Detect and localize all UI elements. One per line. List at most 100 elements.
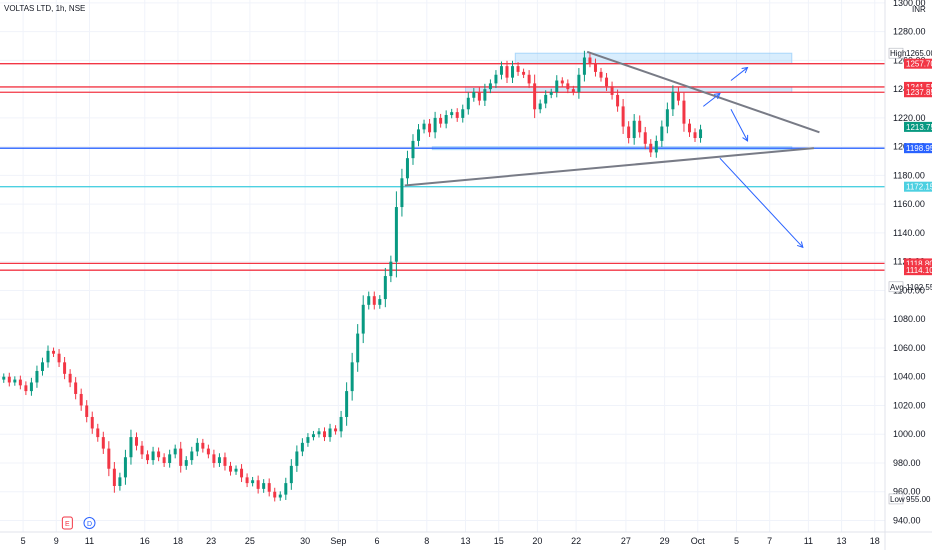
candle-body — [101, 437, 105, 449]
x-tick-label: 20 — [532, 536, 542, 546]
candle-body — [560, 80, 564, 84]
x-tick-label: 13 — [461, 536, 471, 546]
candle-body — [461, 109, 465, 118]
candle-body — [538, 103, 542, 110]
candle-body — [422, 123, 426, 130]
candle-body — [372, 296, 376, 305]
x-tick-label: 11 — [85, 536, 94, 546]
x-tick-label: 18 — [173, 536, 183, 546]
candle-body — [428, 123, 432, 133]
event-label: E — [65, 521, 70, 528]
marker-tag-value: 1265.00 — [906, 49, 932, 58]
candle-body — [494, 74, 498, 84]
price-tag-label: 1213.75 — [906, 123, 932, 132]
candle-body — [477, 92, 481, 101]
candle-body — [400, 178, 404, 208]
marker-tag-label: Avg — [890, 283, 904, 292]
candle-body — [90, 416, 94, 429]
arrow-head — [713, 92, 721, 100]
price-tag-label: 1118.80 — [906, 259, 932, 268]
y-tick-label: 1160.00 — [893, 199, 925, 209]
mid-zone — [465, 86, 793, 93]
candle-body — [654, 140, 658, 153]
marker-tag-value: 955.00 — [906, 495, 931, 504]
candle-body — [588, 57, 592, 64]
price-tag — [904, 81, 932, 92]
x-tick-label: 23 — [206, 536, 216, 546]
candle-body — [251, 480, 255, 484]
candle-body — [57, 353, 61, 363]
event-marker[interactable]: D — [83, 517, 96, 529]
candle-body — [522, 71, 526, 75]
candle-body — [417, 129, 421, 141]
candle-body — [79, 393, 83, 406]
candle-body — [643, 132, 647, 144]
candle-body — [499, 66, 503, 75]
arrow-up-1 — [730, 66, 749, 81]
candle-body — [616, 94, 620, 107]
candle-body — [682, 100, 686, 124]
arrow-down-1 — [730, 109, 749, 142]
candle-body — [627, 126, 631, 139]
candle-body — [68, 373, 72, 383]
arrow-shaft — [703, 93, 721, 107]
candle-body — [334, 428, 338, 432]
y-tick-label: 1280.00 — [893, 27, 926, 37]
candle-body — [190, 451, 194, 461]
candle-body — [455, 112, 459, 118]
candle-body — [195, 442, 199, 452]
candle-body — [699, 129, 703, 139]
event-marker[interactable]: E — [61, 516, 73, 530]
marker-tag-label: High — [890, 49, 906, 58]
candle-body — [638, 120, 642, 133]
time-axis[interactable]: 5 9 11 16 18 23 25 30 Sep 6 8 13 15 20 22 27 29 Oct 5 7 11 13… — [21, 536, 880, 546]
candle-body — [610, 86, 614, 95]
y-tick-label: 1020.00 — [893, 400, 926, 410]
candle-body — [118, 477, 122, 486]
candle-body — [300, 442, 304, 452]
candle-body — [577, 74, 581, 93]
candle-body — [339, 416, 343, 432]
y-tick-label: 960.00 — [893, 487, 921, 497]
candle-body — [289, 465, 293, 484]
projection-arrows — [703, 66, 804, 249]
candles — [2, 50, 703, 502]
candle-body — [24, 385, 28, 392]
candle-body — [345, 391, 349, 417]
candle-body — [85, 405, 89, 417]
price-tag — [904, 181, 932, 192]
candle-body — [621, 106, 625, 127]
candle-body — [168, 454, 172, 463]
candle-body — [593, 63, 597, 72]
candle-body — [123, 457, 127, 478]
candle-body — [571, 89, 575, 93]
arrow-shaft — [730, 67, 748, 81]
candle-body — [63, 362, 67, 374]
candle-body — [96, 428, 100, 438]
candle-body — [179, 448, 183, 466]
y-tick-label: 1080.00 — [893, 314, 926, 324]
y-tick-label: 1000.00 — [893, 429, 926, 439]
candle-body — [511, 66, 515, 78]
candle-body — [317, 431, 321, 435]
candle-body — [201, 442, 205, 449]
candle-body — [693, 132, 697, 139]
x-tick-label: 5 — [21, 536, 26, 546]
candle-body — [151, 451, 155, 461]
candle-body — [472, 92, 476, 98]
candle-body — [505, 66, 509, 78]
x-tick-label: 9 — [54, 536, 59, 546]
candle-body — [223, 457, 227, 466]
candle-body — [439, 117, 443, 124]
candle-body — [311, 434, 315, 438]
level-lines — [0, 63, 885, 271]
marker-tag — [888, 47, 904, 59]
x-tick-label: 16 — [140, 536, 150, 546]
candle-body — [295, 451, 299, 466]
lower-trendline — [404, 147, 815, 187]
price-tag — [904, 143, 932, 154]
chart-title: VOLTAS LTD, 1h, NSE — [4, 4, 85, 13]
candle-body — [40, 362, 44, 371]
